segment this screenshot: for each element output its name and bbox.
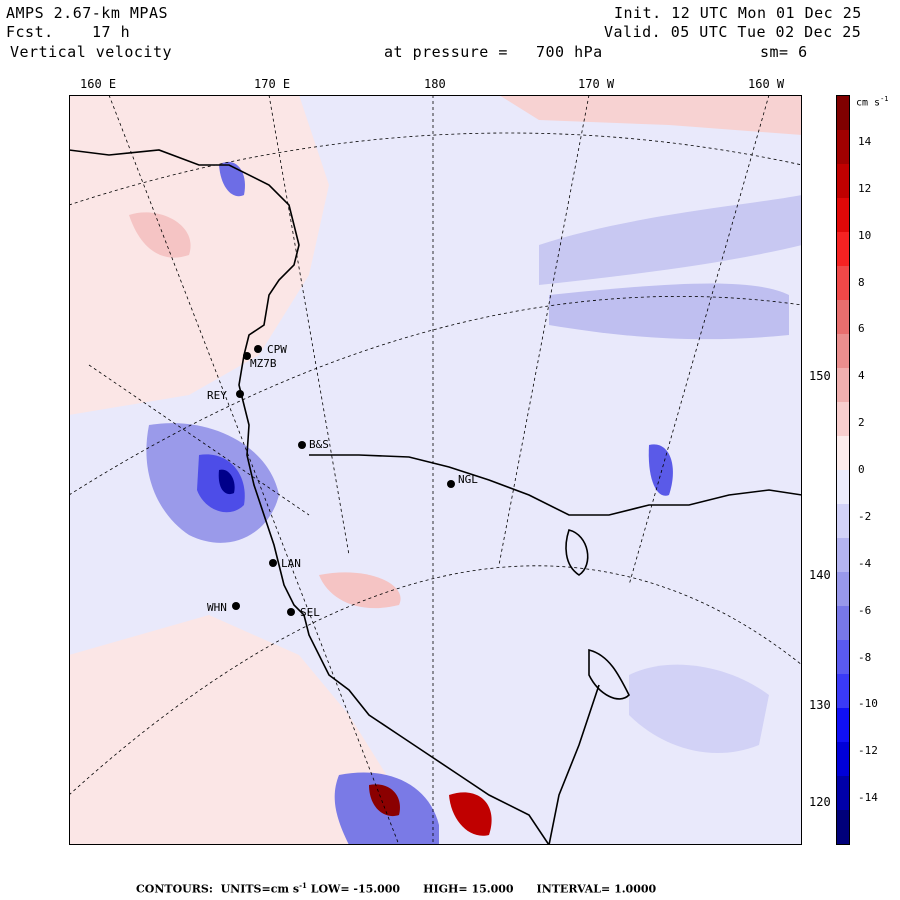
field-positive-south-cell — [449, 792, 492, 836]
station-bs-dot — [298, 441, 306, 449]
colorbar-tick-label: 14 — [858, 134, 872, 148]
colorbar-tick-label: 2 — [858, 416, 865, 430]
colorbar-swatch — [837, 130, 849, 164]
colorbar-swatch — [837, 232, 849, 266]
colorbar-swatch — [837, 334, 849, 368]
colorbar-swatch — [837, 674, 849, 708]
map-frame — [69, 95, 802, 845]
pressure-value: 700 hPa — [536, 43, 603, 61]
station-sel-label: SEL — [300, 606, 320, 619]
station-whn-dot — [232, 602, 240, 610]
colorbar-swatch — [837, 640, 849, 674]
contour-info: CONTOURS: UNITS=cm s-1 LOW= -15.000 HIGH… — [136, 881, 657, 896]
colorbar-swatch — [837, 368, 849, 402]
colorbar-swatch — [837, 606, 849, 640]
station-lan-label: LAN — [281, 557, 301, 570]
colorbar-swatch — [837, 96, 849, 130]
lon-label-160e: 160 E — [80, 77, 117, 91]
colorbar-tick-label: -10 — [858, 697, 878, 711]
station-rey-dot — [236, 390, 244, 398]
pressure-label: at pressure = — [384, 43, 508, 61]
units-label: UNITS=cm s — [220, 882, 300, 896]
colorbar-swatch — [837, 810, 849, 844]
colorbar-swatch — [837, 164, 849, 198]
field-negative-band-2 — [549, 283, 789, 340]
colorbar-tick-label: -8 — [858, 650, 872, 664]
colorbar — [836, 95, 850, 845]
colorbar-swatch — [837, 198, 849, 232]
station-mz7b-dot — [243, 352, 251, 360]
lon-label-180: 180 — [424, 77, 446, 91]
station-cpw-label: CPW — [267, 343, 287, 356]
colorbar-tick-label: 4 — [858, 369, 865, 383]
colorbar-tick-label: 0 — [858, 463, 865, 476]
station-lan-dot — [269, 559, 277, 567]
colorbar-swatch — [837, 266, 849, 300]
low-value: LOW= -15.000 — [310, 882, 401, 896]
colorbar-tick-label: 8 — [858, 275, 865, 289]
colorbar-tick-label: -14 — [858, 791, 878, 805]
colorbar-swatch — [837, 300, 849, 334]
colorbar-tick-label: -6 — [858, 603, 872, 617]
colorbar-swatch — [837, 402, 849, 436]
init-time: Init. 12 UTC Mon 01 Dec 25 — [614, 4, 862, 22]
station-bs-label: B&S — [309, 438, 329, 451]
lon-label-170e: 170 E — [254, 77, 291, 91]
field-negative-peak — [218, 469, 235, 495]
field-positive-north — [499, 95, 802, 135]
colorbar-tick-label: -2 — [858, 509, 872, 523]
colorbar-tick-label: 10 — [858, 228, 872, 242]
contours-label: CONTOURS: — [136, 882, 213, 896]
station-sel-dot — [287, 608, 295, 616]
station-mz7b-label: MZ7B — [250, 357, 277, 370]
colorbar-swatch — [837, 470, 849, 504]
interval-value: INTERVAL= 1.0000 — [536, 882, 657, 896]
colorbar-swatch — [837, 504, 849, 538]
colorbar-swatch — [837, 436, 849, 470]
lon-label-160w: 160 W — [748, 77, 785, 91]
graticule — [69, 95, 802, 845]
colorbar-tick-label: 6 — [858, 322, 865, 336]
forecast-label: Fcst. — [6, 23, 54, 41]
model-title: AMPS 2.67-km MPAS — [6, 4, 169, 22]
field-positive-south-peak — [369, 784, 400, 817]
forecast-value: 17 h — [92, 23, 131, 41]
colorbar-tick-label: -4 — [858, 556, 872, 570]
field-name: Vertical velocity — [10, 43, 173, 61]
station-ngl-label: NGL — [458, 473, 478, 486]
colorbar-swatch — [837, 776, 849, 810]
colorbar-tick-label: -12 — [858, 744, 878, 758]
colorbar-swatch — [837, 538, 849, 572]
high-value: HIGH= 15.000 — [423, 882, 514, 896]
field-negative-east-cell — [648, 444, 673, 496]
vertical-velocity-map[interactable] — [69, 95, 802, 845]
field-negative-east — [629, 664, 769, 754]
field-negative-band-1 — [539, 195, 802, 285]
station-whn-label: WHN — [207, 601, 227, 614]
colorbar-tick-label: 12 — [858, 181, 872, 195]
colorbar-units: cm s-1 — [856, 95, 889, 109]
colorbar-swatch — [837, 708, 849, 742]
colorbar-swatch — [837, 742, 849, 776]
colorbar-swatch — [837, 572, 849, 606]
field-positive-cell — [129, 212, 191, 258]
lon-label-170w: 170 W — [578, 77, 615, 91]
station-ngl-dot — [447, 480, 455, 488]
smoothing-value: sm= 6 — [760, 43, 808, 61]
station-rey-label: REY — [207, 389, 227, 402]
valid-time: Valid. 05 UTC Tue 02 Dec 25 — [604, 23, 862, 41]
coastline — [69, 149, 802, 845]
station-cpw-dot — [254, 345, 262, 353]
field-positive-cell-2 — [319, 572, 401, 609]
field-positive-west — [69, 95, 329, 415]
